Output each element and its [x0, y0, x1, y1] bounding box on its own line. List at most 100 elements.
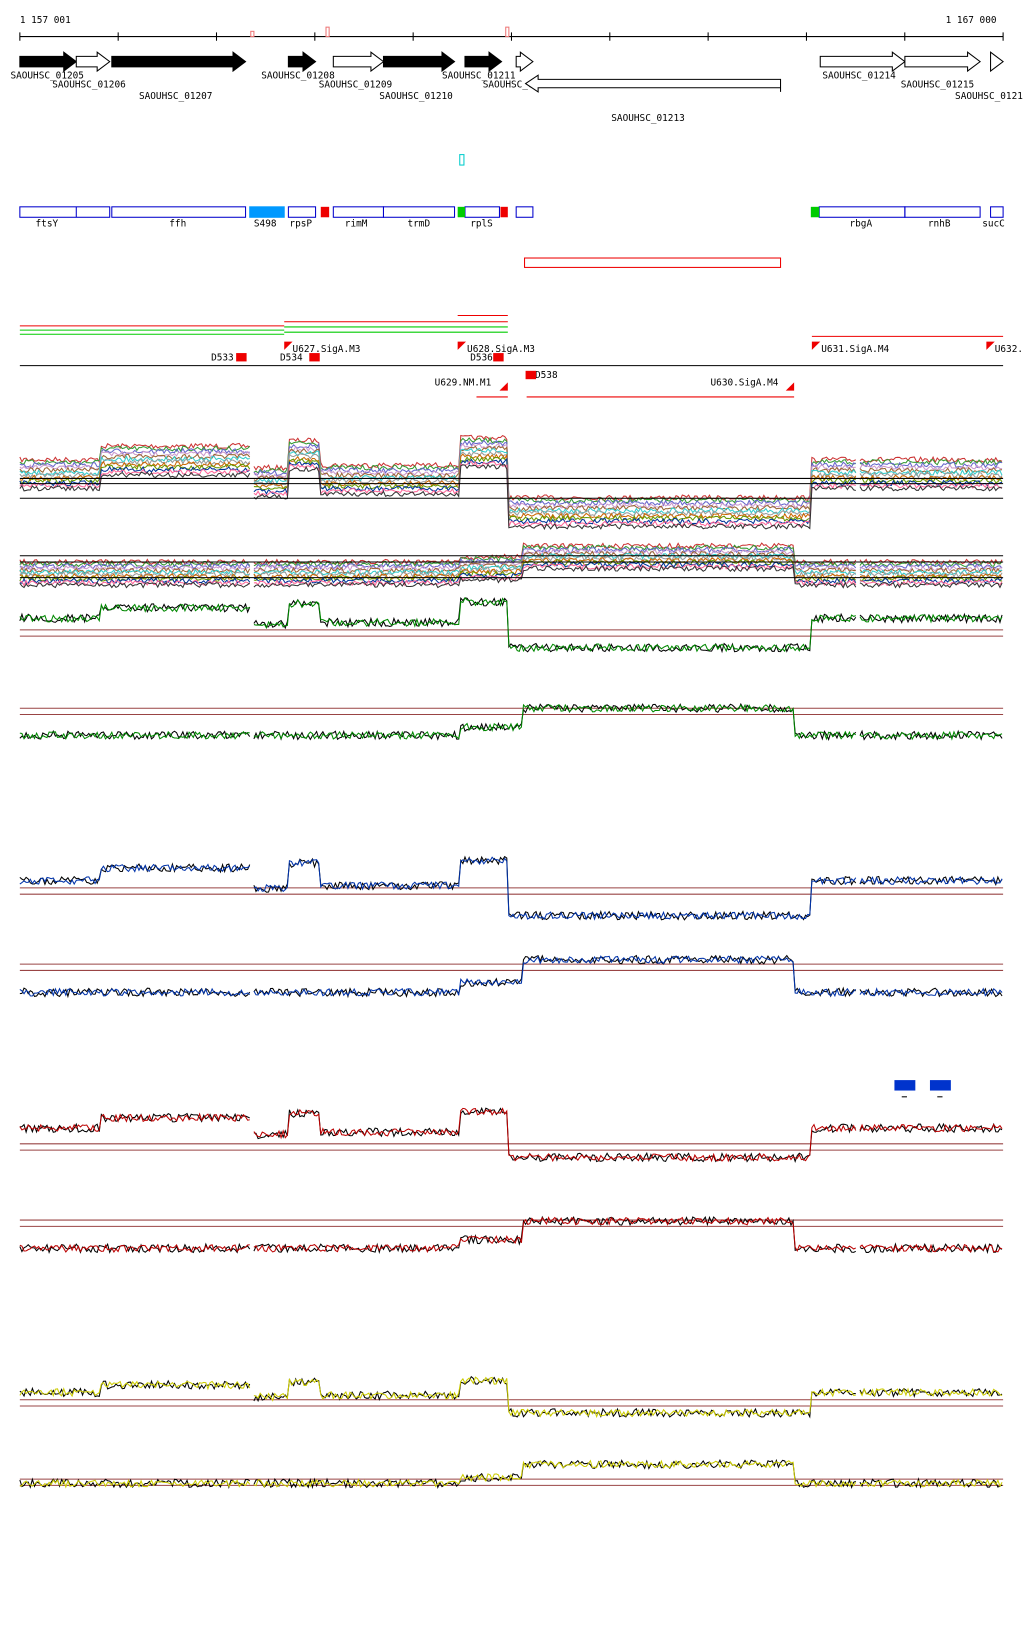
- gene-name: S498: [254, 219, 277, 230]
- trace: [19, 460, 1003, 528]
- trace: [19, 856, 1003, 921]
- gene-name: rimM: [345, 219, 368, 230]
- trace: [19, 548, 1003, 573]
- gene-box: [320, 206, 330, 218]
- feature-flag: [499, 382, 508, 391]
- gene-label: SAOUHSC_0121: [955, 91, 1023, 102]
- feature-flag: [457, 341, 467, 350]
- feature-label: U627.SigA.M3: [293, 344, 361, 355]
- trace: [19, 703, 1003, 741]
- gene-label: SAOUHSC_01208: [261, 70, 335, 81]
- feature-box: [493, 353, 504, 362]
- ruler-start: 1 157 001: [20, 15, 71, 26]
- gene-label: SAOUHSC_01205: [10, 70, 84, 81]
- gene-arrow: [332, 51, 385, 73]
- feature-flag: [785, 382, 795, 391]
- gene-label: SAOUHSC_01210: [379, 91, 453, 102]
- gene-label: SAOUHSC_01215: [901, 80, 975, 91]
- gene-arrow: [819, 51, 906, 73]
- feature-box: [236, 353, 247, 362]
- feature-label: D538: [535, 370, 558, 381]
- feature-box: [525, 370, 537, 380]
- legend-box: [894, 1080, 916, 1091]
- trace: [19, 455, 1003, 523]
- gene-box: [818, 206, 906, 218]
- gene-box: [457, 206, 465, 218]
- gene-box: [515, 206, 534, 218]
- gene-box: [249, 206, 285, 218]
- peak: [250, 30, 255, 38]
- feature-flag: [811, 341, 821, 350]
- trace: [19, 564, 1003, 589]
- gene-name: ffh: [169, 219, 186, 230]
- gene-arrow: [904, 51, 981, 73]
- gene-label: SAOUHSC_01206: [52, 80, 126, 91]
- trace: [19, 1375, 1003, 1419]
- trace: [19, 1459, 1003, 1489]
- gene-label: SAOUHSC_01213: [611, 113, 685, 124]
- trace: [19, 463, 1003, 531]
- trace: [19, 1107, 1003, 1163]
- trace: [19, 554, 1003, 579]
- trace: [19, 457, 1003, 525]
- gene-name: sucC: [982, 219, 1005, 230]
- feature-flag: [986, 341, 995, 350]
- feature-label: U632.: [995, 344, 1023, 355]
- gene-box: [287, 206, 317, 218]
- region-box: [524, 257, 782, 268]
- trace: [19, 1106, 1003, 1163]
- feature-label: U630.SigA.M4: [711, 377, 779, 388]
- gene-box: [810, 206, 820, 218]
- gene-name: trmD: [408, 219, 431, 230]
- gene-label: SAOUHSC_01212: [483, 80, 557, 91]
- gene-box: [382, 206, 456, 218]
- gene-name: rbgA: [850, 219, 873, 230]
- gene-name: rnhB: [928, 219, 951, 230]
- gene-label: SAOUHSC_01211: [442, 70, 516, 81]
- feature-flag: [284, 341, 293, 350]
- feature-box: [309, 353, 320, 362]
- gene-arrow: [111, 51, 247, 73]
- gene-arrow: [19, 51, 78, 73]
- trace: [19, 597, 1003, 654]
- trace: [19, 562, 1003, 587]
- gene-box: [111, 206, 247, 218]
- ruler-end: 1 167 000: [946, 15, 997, 26]
- gene-arrow: [382, 51, 456, 73]
- trace: [19, 1376, 1003, 1419]
- gene-arrow: [75, 51, 111, 73]
- gene-arrow: [515, 51, 534, 73]
- feature-label: U629.NM.M1: [435, 377, 492, 388]
- trace: [19, 447, 1003, 515]
- trace: [19, 1215, 1003, 1255]
- gene-box: [19, 206, 111, 218]
- feature-label: D534: [280, 352, 303, 363]
- gene-box: [990, 206, 1004, 218]
- gene-box: [332, 206, 385, 218]
- gene-arrow: [287, 51, 317, 73]
- peak: [325, 26, 330, 38]
- feature-label: U631.SigA.M4: [821, 344, 889, 355]
- feature-label: D533: [211, 352, 234, 363]
- gene-box: [500, 206, 508, 218]
- trace: [19, 544, 1003, 568]
- trace: [19, 597, 1003, 653]
- gene-label: SAOUHSC_01214: [822, 70, 896, 81]
- gene-arrow: [524, 74, 782, 93]
- gene-arrow: [464, 51, 503, 73]
- trace: [19, 955, 1003, 998]
- gene-box: [904, 206, 981, 218]
- gene-name: ftsY: [36, 219, 59, 230]
- peak: [505, 26, 510, 38]
- trace: [19, 1216, 1003, 1254]
- marker: [459, 154, 465, 166]
- gene-label: SAOUHSC_01207: [139, 91, 213, 102]
- gene-arrow: [990, 51, 1004, 73]
- trace: [19, 542, 1003, 566]
- gene-name: rplS: [470, 219, 493, 230]
- feature-label: U628.SigA.M3: [467, 344, 535, 355]
- legend-box: [929, 1080, 951, 1091]
- gene-box: [464, 206, 500, 218]
